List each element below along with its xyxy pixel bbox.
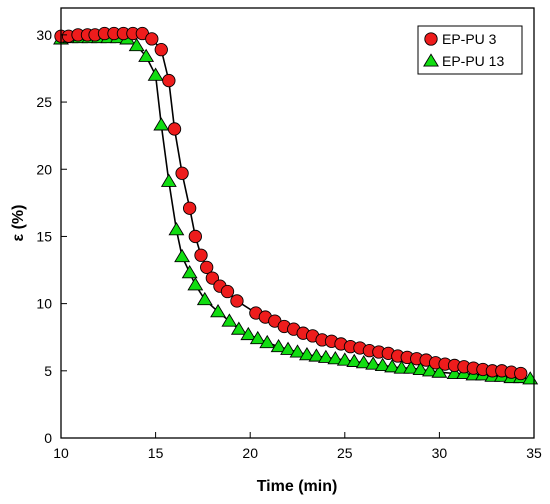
y-axis: 0 5 10 15 20 25 30 bbox=[36, 27, 67, 446]
y-axis-title: ε (%) bbox=[10, 205, 27, 242]
y-tick-label: 0 bbox=[44, 430, 52, 446]
data-markers bbox=[53, 26, 539, 385]
data-point-triangle bbox=[196, 291, 213, 306]
data-point-triangle bbox=[249, 330, 266, 345]
legend: EP-PU 3 EP-PU 13 bbox=[417, 25, 523, 75]
plot-frame bbox=[60, 7, 535, 439]
data-point-triangle bbox=[299, 347, 315, 361]
y-tick-label: 30 bbox=[36, 27, 52, 43]
data-point-circle bbox=[200, 260, 214, 274]
data-point-triangle bbox=[346, 353, 363, 367]
data-point-triangle bbox=[374, 357, 391, 371]
x-tick-label: 20 bbox=[242, 445, 258, 461]
data-point-triangle bbox=[393, 360, 410, 374]
x-tick-label: 15 bbox=[148, 445, 164, 461]
data-point-circle bbox=[230, 294, 244, 308]
legend-label: EP-PU 13 bbox=[442, 53, 504, 69]
data-point-circle bbox=[194, 248, 208, 262]
data-point-triangle bbox=[327, 351, 344, 365]
data-point-triangle bbox=[270, 338, 287, 353]
data-point-circle bbox=[162, 73, 176, 88]
data-point-circle bbox=[167, 122, 182, 136]
data-point-circle bbox=[183, 201, 197, 215]
series-line-1 bbox=[61, 32, 521, 375]
data-point-triangle bbox=[422, 363, 438, 377]
data-point-circle bbox=[514, 366, 528, 381]
data-point-circle bbox=[220, 284, 235, 299]
x-tick-label: 30 bbox=[432, 445, 448, 461]
x-axis: 10 15 20 25 30 35 bbox=[53, 432, 542, 461]
x-tick-label: 35 bbox=[526, 445, 542, 461]
legend-label: EP-PU 3 bbox=[442, 31, 497, 47]
data-point-triangle bbox=[210, 304, 226, 318]
data-point-triangle bbox=[365, 356, 382, 370]
data-point-circle bbox=[188, 229, 202, 244]
x-tick-label: 10 bbox=[53, 445, 69, 461]
legend-marker-triangle bbox=[423, 53, 439, 67]
data-point-triangle bbox=[181, 265, 198, 279]
data-point-triangle bbox=[384, 359, 401, 373]
data-point-triangle bbox=[336, 352, 353, 366]
y-tick-label: 10 bbox=[36, 296, 52, 312]
data-point-triangle bbox=[403, 360, 419, 374]
y-tick-label: 5 bbox=[44, 363, 52, 379]
data-point-triangle bbox=[187, 277, 204, 291]
data-point-triangle bbox=[160, 173, 177, 187]
x-tick-label: 25 bbox=[337, 445, 353, 461]
data-point-triangle bbox=[128, 37, 145, 52]
y-tick-label: 20 bbox=[36, 161, 52, 177]
data-point-triangle bbox=[289, 344, 306, 358]
x-axis-title: Time (min) bbox=[257, 478, 338, 495]
data-point-triangle bbox=[412, 361, 429, 376]
data-point-circle bbox=[205, 271, 220, 285]
y-tick-label: 25 bbox=[36, 94, 52, 110]
data-point-triangle bbox=[174, 248, 191, 263]
data-point-triangle bbox=[280, 341, 296, 355]
data-point-triangle bbox=[147, 67, 164, 81]
data-point-circle bbox=[154, 43, 168, 57]
data-point-circle bbox=[145, 32, 159, 46]
data-point-triangle bbox=[230, 321, 247, 335]
data-point-triangle bbox=[240, 326, 257, 341]
y-tick-label: 15 bbox=[36, 228, 52, 244]
data-point-triangle bbox=[138, 48, 155, 62]
data-point-triangle bbox=[355, 355, 372, 369]
data-point-triangle bbox=[259, 334, 276, 349]
data-point-triangle bbox=[153, 117, 170, 131]
data-point-triangle bbox=[446, 365, 463, 380]
legend-marker-circle bbox=[424, 32, 438, 46]
data-point-triangle bbox=[431, 364, 448, 378]
data-point-triangle bbox=[168, 222, 185, 236]
data-point-triangle bbox=[308, 348, 325, 362]
data-point-triangle bbox=[317, 349, 334, 363]
data-point-circle bbox=[175, 166, 189, 180]
data-point-triangle bbox=[221, 313, 238, 327]
